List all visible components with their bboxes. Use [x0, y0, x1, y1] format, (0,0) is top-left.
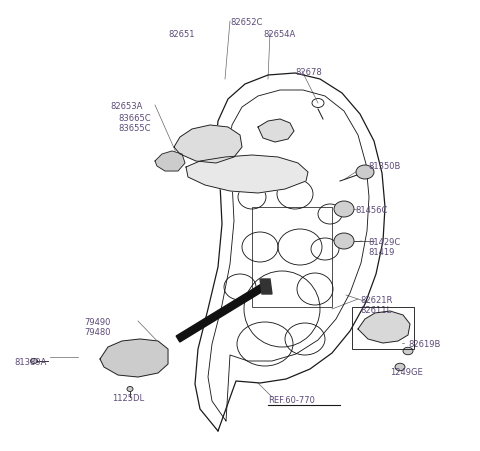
- Ellipse shape: [356, 166, 374, 179]
- Polygon shape: [258, 120, 294, 143]
- Text: 81350B: 81350B: [368, 161, 400, 170]
- Ellipse shape: [334, 234, 354, 249]
- Text: 1125DL: 1125DL: [112, 393, 144, 402]
- Polygon shape: [358, 311, 410, 343]
- Text: 1249GE: 1249GE: [390, 367, 423, 376]
- Text: 82678: 82678: [295, 68, 322, 77]
- Polygon shape: [155, 152, 185, 172]
- Ellipse shape: [395, 364, 405, 371]
- Bar: [352, 307, 414, 349]
- Text: 79480: 79480: [84, 327, 110, 336]
- Polygon shape: [174, 126, 242, 164]
- Text: 82653A: 82653A: [110, 102, 143, 111]
- Ellipse shape: [127, 387, 133, 391]
- Text: 81419: 81419: [368, 248, 395, 257]
- Ellipse shape: [31, 359, 37, 364]
- Text: 81456C: 81456C: [355, 206, 387, 215]
- Polygon shape: [176, 281, 270, 342]
- Text: 83665C: 83665C: [118, 114, 151, 123]
- Ellipse shape: [334, 202, 354, 217]
- Text: REF.60-770: REF.60-770: [268, 395, 315, 404]
- Text: 82619B: 82619B: [408, 339, 440, 348]
- Text: 82651: 82651: [168, 30, 194, 39]
- Text: 83655C: 83655C: [118, 124, 151, 133]
- Text: 82621R: 82621R: [360, 295, 392, 304]
- Text: 79490: 79490: [84, 318, 110, 326]
- Polygon shape: [186, 156, 308, 193]
- Text: 81389A: 81389A: [14, 357, 47, 366]
- Text: 82652C: 82652C: [230, 18, 263, 27]
- Text: 82654A: 82654A: [263, 30, 295, 39]
- Bar: [252, 207, 332, 307]
- Polygon shape: [100, 339, 168, 377]
- Polygon shape: [260, 279, 272, 295]
- Text: 81429C: 81429C: [368, 238, 400, 246]
- Text: 82611L: 82611L: [360, 305, 391, 314]
- Ellipse shape: [403, 347, 413, 355]
